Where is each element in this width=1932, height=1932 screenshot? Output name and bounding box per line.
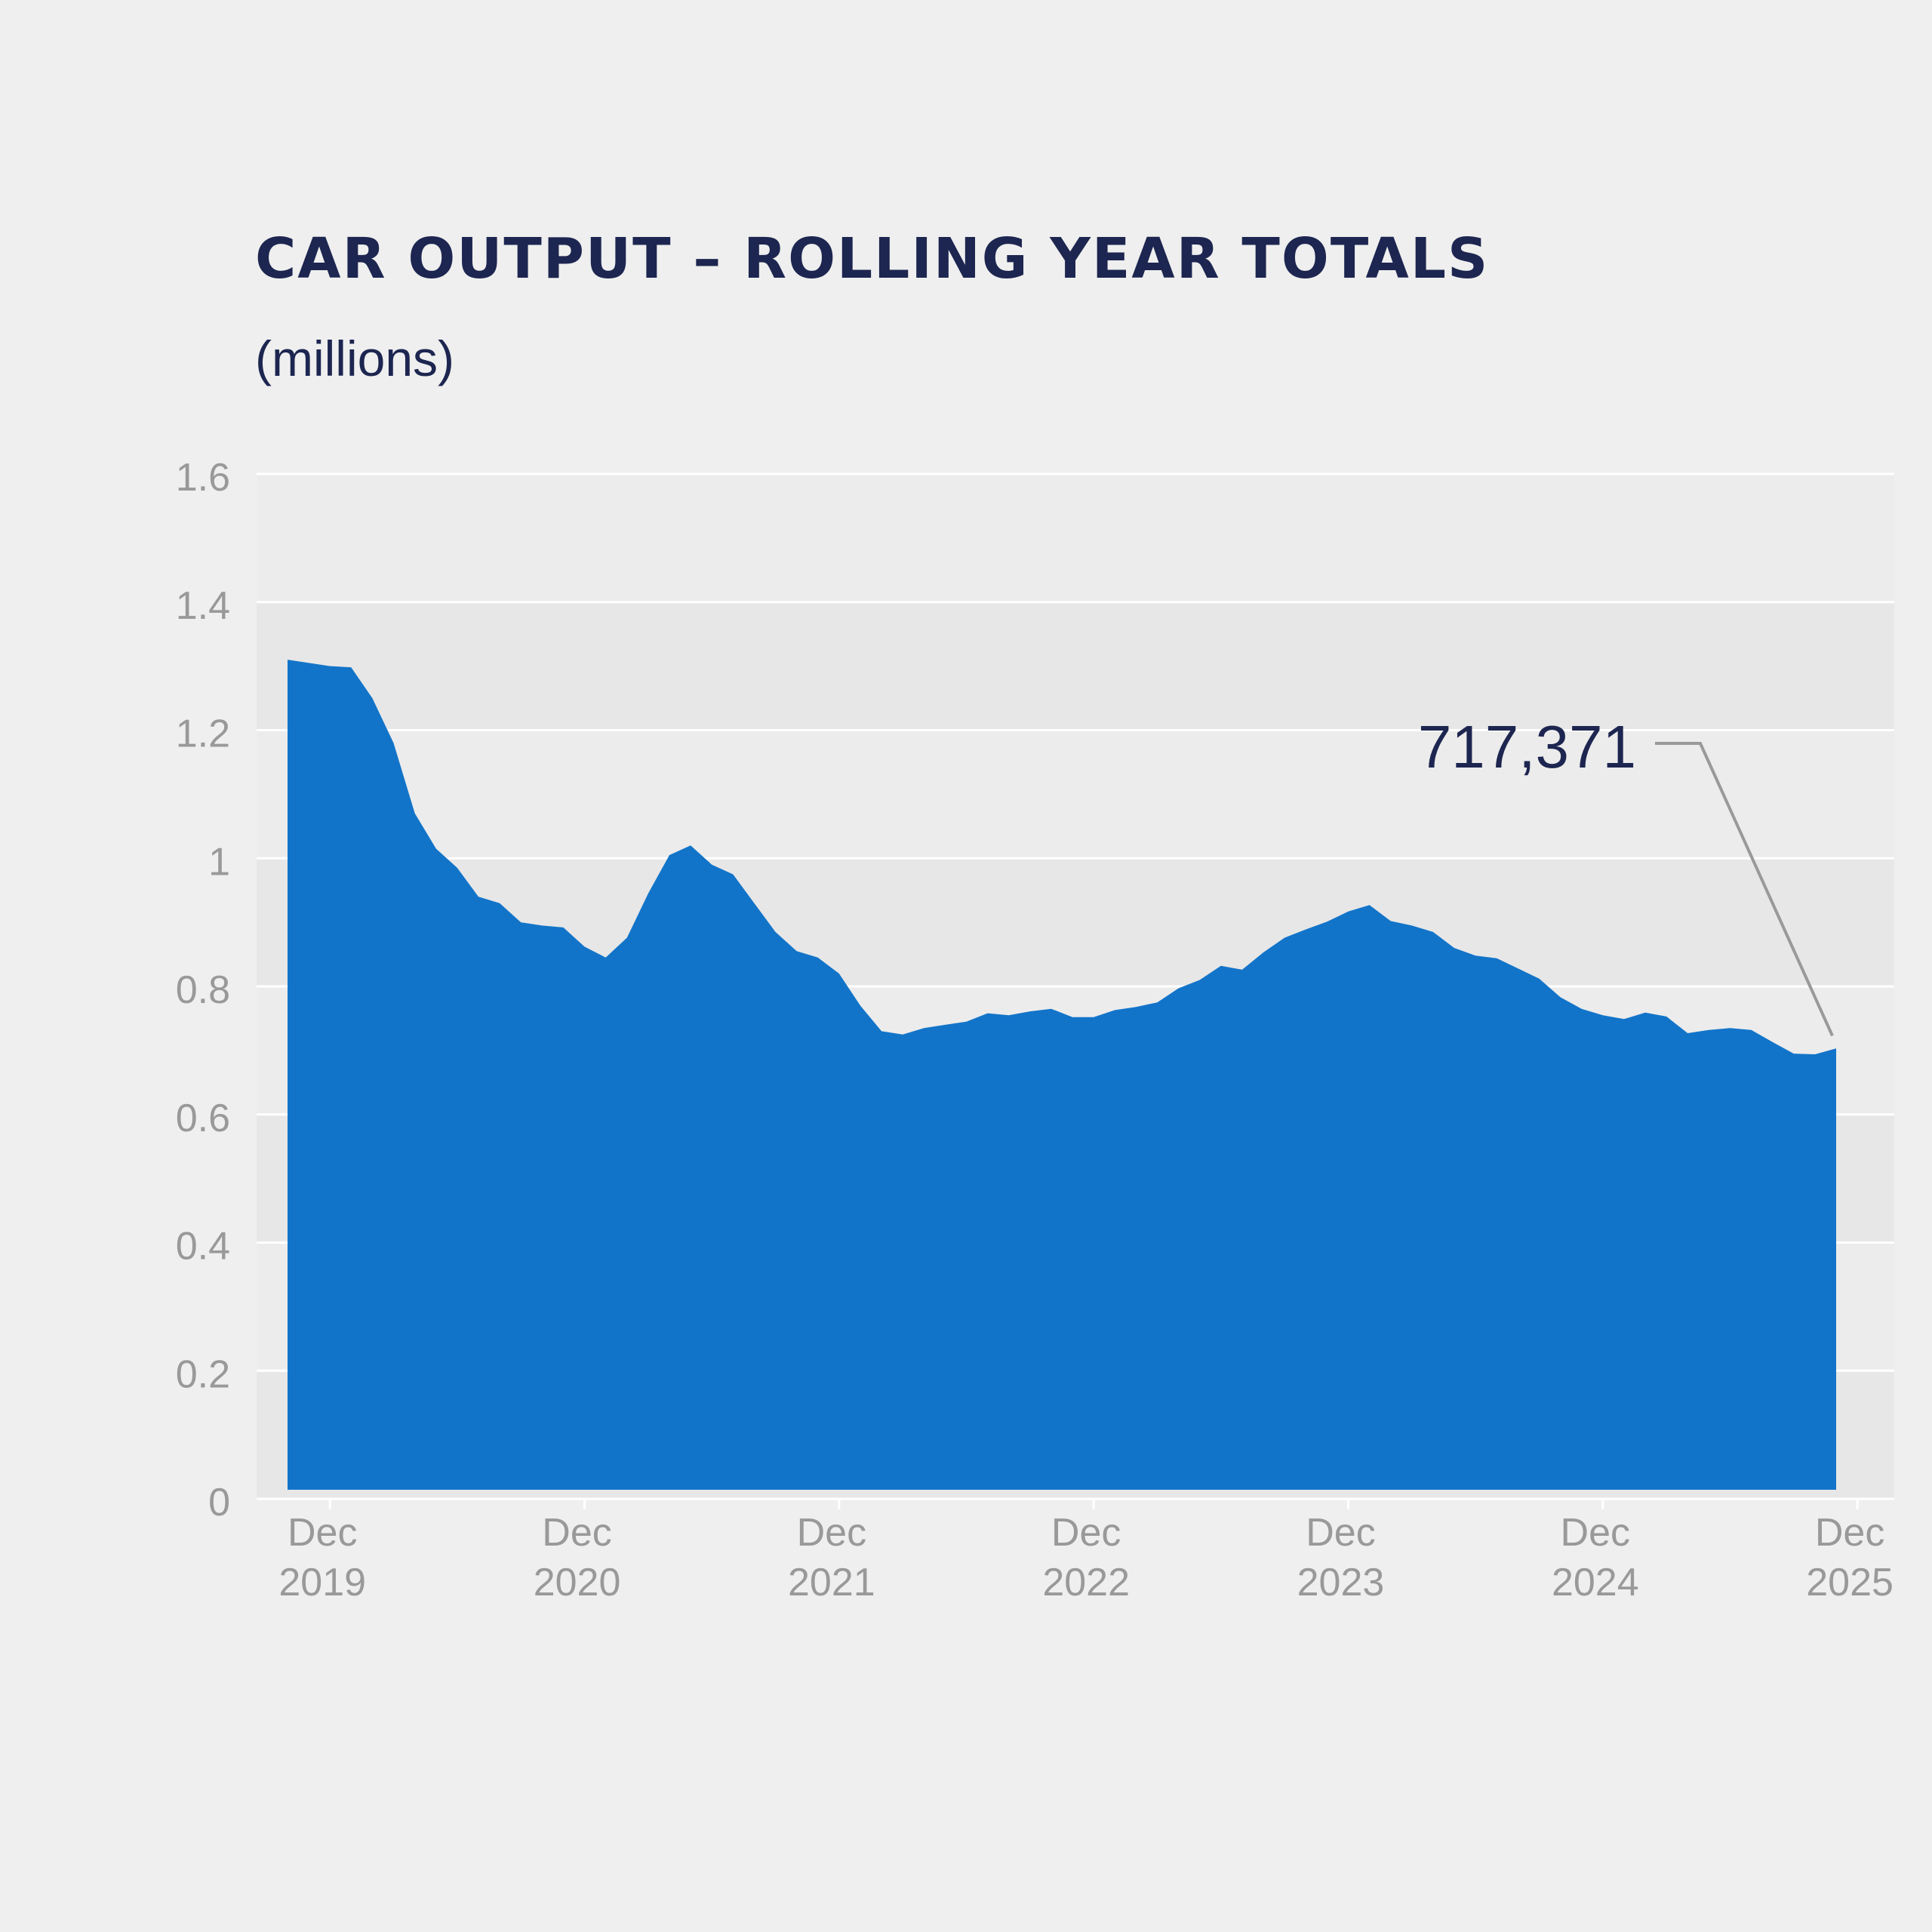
chart-title: CAR OUTPUT – ROLLING YEAR TOTALS: [255, 226, 1489, 291]
x-tick-label-year: 2022: [1042, 1561, 1130, 1604]
x-tick-label-month: Dec: [1051, 1511, 1121, 1555]
y-tick-label: 1: [208, 840, 230, 884]
y-tick-label: 1.6: [176, 456, 230, 500]
x-tick-label-month: Dec: [288, 1511, 357, 1555]
grid-band: [257, 730, 1894, 859]
y-axis-ticks: 0 0.2 0.4 0.6 0.8 1 1.2 1.4 1.6: [176, 456, 230, 1524]
y-tick-label: 0.4: [176, 1225, 230, 1269]
y-tick-label: 0.6: [176, 1097, 230, 1140]
series-layer: [288, 660, 1836, 1490]
y-tick-label: 1.2: [176, 712, 230, 756]
x-tick-label-month: Dec: [797, 1511, 866, 1555]
x-tick-label-year: 2023: [1297, 1561, 1385, 1604]
area-series: [288, 660, 1836, 1490]
x-tick-label-month: Dec: [1815, 1511, 1884, 1555]
x-tick-label-month: Dec: [1306, 1511, 1375, 1555]
annotation-label: 717,371: [1418, 713, 1636, 780]
y-tick-label: 0.8: [176, 968, 230, 1012]
grid-band: [257, 474, 1894, 602]
x-tick-label-year: 2020: [534, 1561, 621, 1604]
x-tick-label-year: 2025: [1806, 1561, 1894, 1604]
grid-band: [257, 601, 1894, 731]
y-tick-label: 1.4: [176, 584, 230, 628]
y-tick-label: 0: [208, 1481, 230, 1524]
y-tick-label: 0.2: [176, 1352, 230, 1396]
x-tick-label-month: Dec: [542, 1511, 611, 1555]
chart-subtitle: (millions): [255, 331, 454, 386]
annotation-leader-line: [1655, 742, 1834, 1037]
x-tick-label-year: 2024: [1552, 1561, 1639, 1604]
x-tick-label-month: Dec: [1561, 1511, 1630, 1555]
x-tick-label-year: 2019: [278, 1561, 366, 1604]
x-axis-ticks: Dec 2019 Dec 2020 Dec 2021 Dec 2022 Dec 2023 Dec 20…: [257, 1497, 1894, 1604]
x-tick-label-year: 2021: [788, 1561, 875, 1604]
